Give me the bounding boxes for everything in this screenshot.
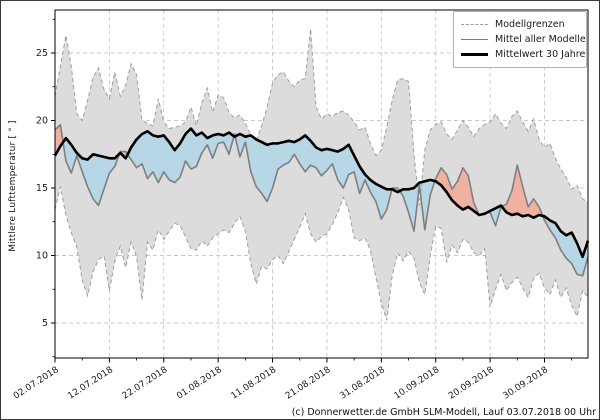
x-tick-label: 31.08.2018 <box>338 365 387 402</box>
y-tick-label: 25 <box>36 48 48 59</box>
line-layer <box>53 28 590 321</box>
x-tick-label: 01.08.2018 <box>175 365 224 402</box>
x-tick-label: 21.08.2018 <box>284 365 333 402</box>
x-tick-label: 10.09.2018 <box>393 365 442 402</box>
y-tick-label: 20 <box>36 116 48 127</box>
y-tick-label: 5 <box>42 318 48 329</box>
y-tick-label: 15 <box>36 183 48 194</box>
x-tick-label: 11.08.2018 <box>230 365 279 402</box>
upper-bound-line <box>54 28 589 206</box>
legend-item-mittel-aller-modelle: Mittel aller Modelle <box>461 32 586 47</box>
black-line-icon <box>461 53 488 56</box>
legend-label: Mittelwert 30 Jahre <box>495 49 586 60</box>
legend: Modellgrenzen Mittel aller Modelle Mitte… <box>453 11 587 68</box>
y-axis-label: Mittlere Lufttemperatur [ ° ] <box>8 120 18 252</box>
mean-30-years-line <box>53 127 590 259</box>
legend-label: Mittel aller Modelle <box>495 34 586 45</box>
x-tick-label: 22.07.2018 <box>121 365 170 402</box>
legend-item-modellgrenzen: Modellgrenzen <box>461 17 579 32</box>
copyright-caption: (c) Donnerwetter.de GmbH SLM-Modell, Lau… <box>291 407 596 418</box>
plot-frame <box>54 9 589 359</box>
x-tick-label: 20.09.2018 <box>447 365 496 402</box>
model-mean-line <box>54 123 589 277</box>
x-tick-label: 12.07.2018 <box>66 365 115 402</box>
legend-item-mittelwert-30-jahre: Mittelwert 30 Jahre <box>461 47 585 62</box>
dashed-line-icon <box>461 24 488 25</box>
colder-than-normal-fill <box>63 128 589 276</box>
gray-line-icon <box>461 39 488 40</box>
legend-label: Modellgrenzen <box>495 19 565 30</box>
y-tick-label: 10 <box>36 251 48 262</box>
x-tick-label: 02.07.2018 <box>12 365 61 402</box>
x-tick-label: 30.09.2018 <box>501 365 550 402</box>
